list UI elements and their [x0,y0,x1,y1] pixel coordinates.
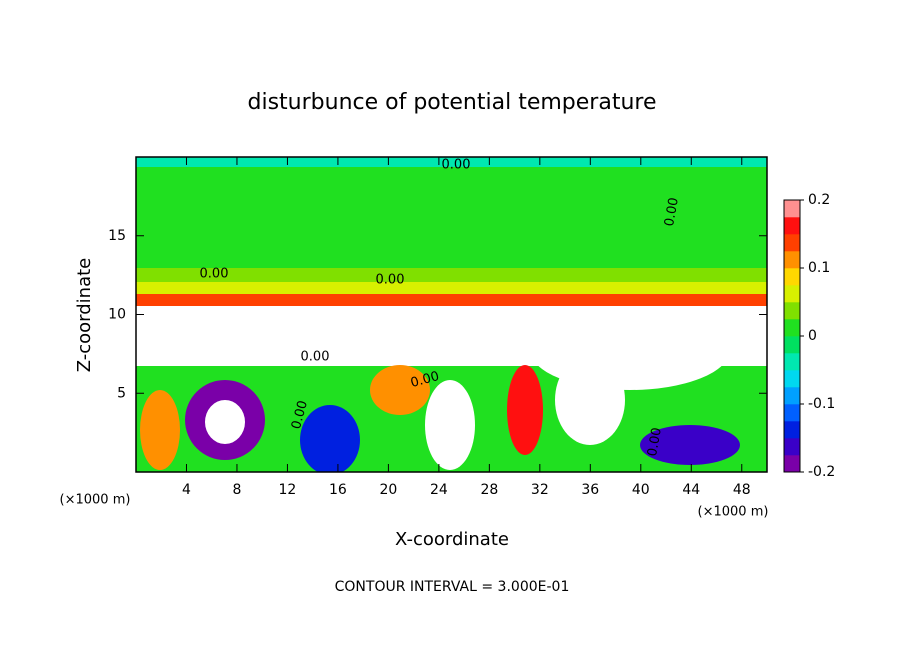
contour-field [136,157,767,472]
colorbar-swatch [784,234,800,252]
x-tick-label: 44 [682,482,700,498]
colorbar-swatch [784,353,800,371]
x-tick-label: 48 [733,482,751,498]
colorbar-tick-label: -0.1 [808,396,835,412]
x-tick-label: 20 [379,482,397,498]
contour-label: 0.00 [645,426,665,457]
colorbar-swatch [784,387,800,405]
x-tick-label: 24 [430,482,448,498]
x-tick-label: 40 [632,482,650,498]
colorbar-swatch [784,336,800,354]
colorbar-swatch [784,200,800,218]
contour-label: 0.00 [301,350,330,365]
colorbar-tick-label: -0.2 [808,464,835,480]
x-unit: (×1000 m) [60,493,131,508]
colorbar-swatch [784,455,800,473]
colorbar-tick-label: 0.1 [808,260,830,276]
contour-label: 0.00 [200,267,229,282]
colorbar-tick-label: 0.2 [808,192,830,208]
colorbar-swatch [784,217,800,235]
y-tick-label: 10 [108,307,126,323]
x-tick-label: 4 [182,482,191,498]
contour-label: 0.00 [409,369,441,391]
x-tick-label: 32 [531,482,549,498]
colorbar-swatch [784,302,800,320]
x-tick-label: 16 [329,482,347,498]
chart-title: disturbunce of potential temperature [248,90,657,115]
y-tick-label: 15 [108,228,126,244]
colorbar-tick-label: 0 [808,328,817,344]
contour-label: 0.00 [442,158,471,173]
colorbar-swatch [784,370,800,388]
colorbar-swatch [784,421,800,439]
colorbar-swatch [784,404,800,422]
colorbar-swatch [784,251,800,269]
y-axis-label: Z-coordinate [74,258,95,373]
x-tick-label: 12 [279,482,297,498]
contour-label: 0.00 [376,273,405,288]
x-axis-label: X-coordinate [395,529,509,550]
y-unit: (×1000 m) [698,505,769,520]
footnote: CONTOUR INTERVAL = 3.000E-01 [335,579,570,595]
colorbar-swatch [784,285,800,303]
colorbar-swatch [784,319,800,337]
y-tick-label: 5 [117,385,126,401]
x-tick-label: 36 [581,482,599,498]
x-tick-label: 28 [480,482,498,498]
x-tick-label: 8 [232,482,241,498]
colorbar-swatch [784,268,800,286]
contour-label: 0.00 [662,196,682,227]
contour-label: 0.00 [289,399,311,431]
colorbar-swatch [784,438,800,456]
